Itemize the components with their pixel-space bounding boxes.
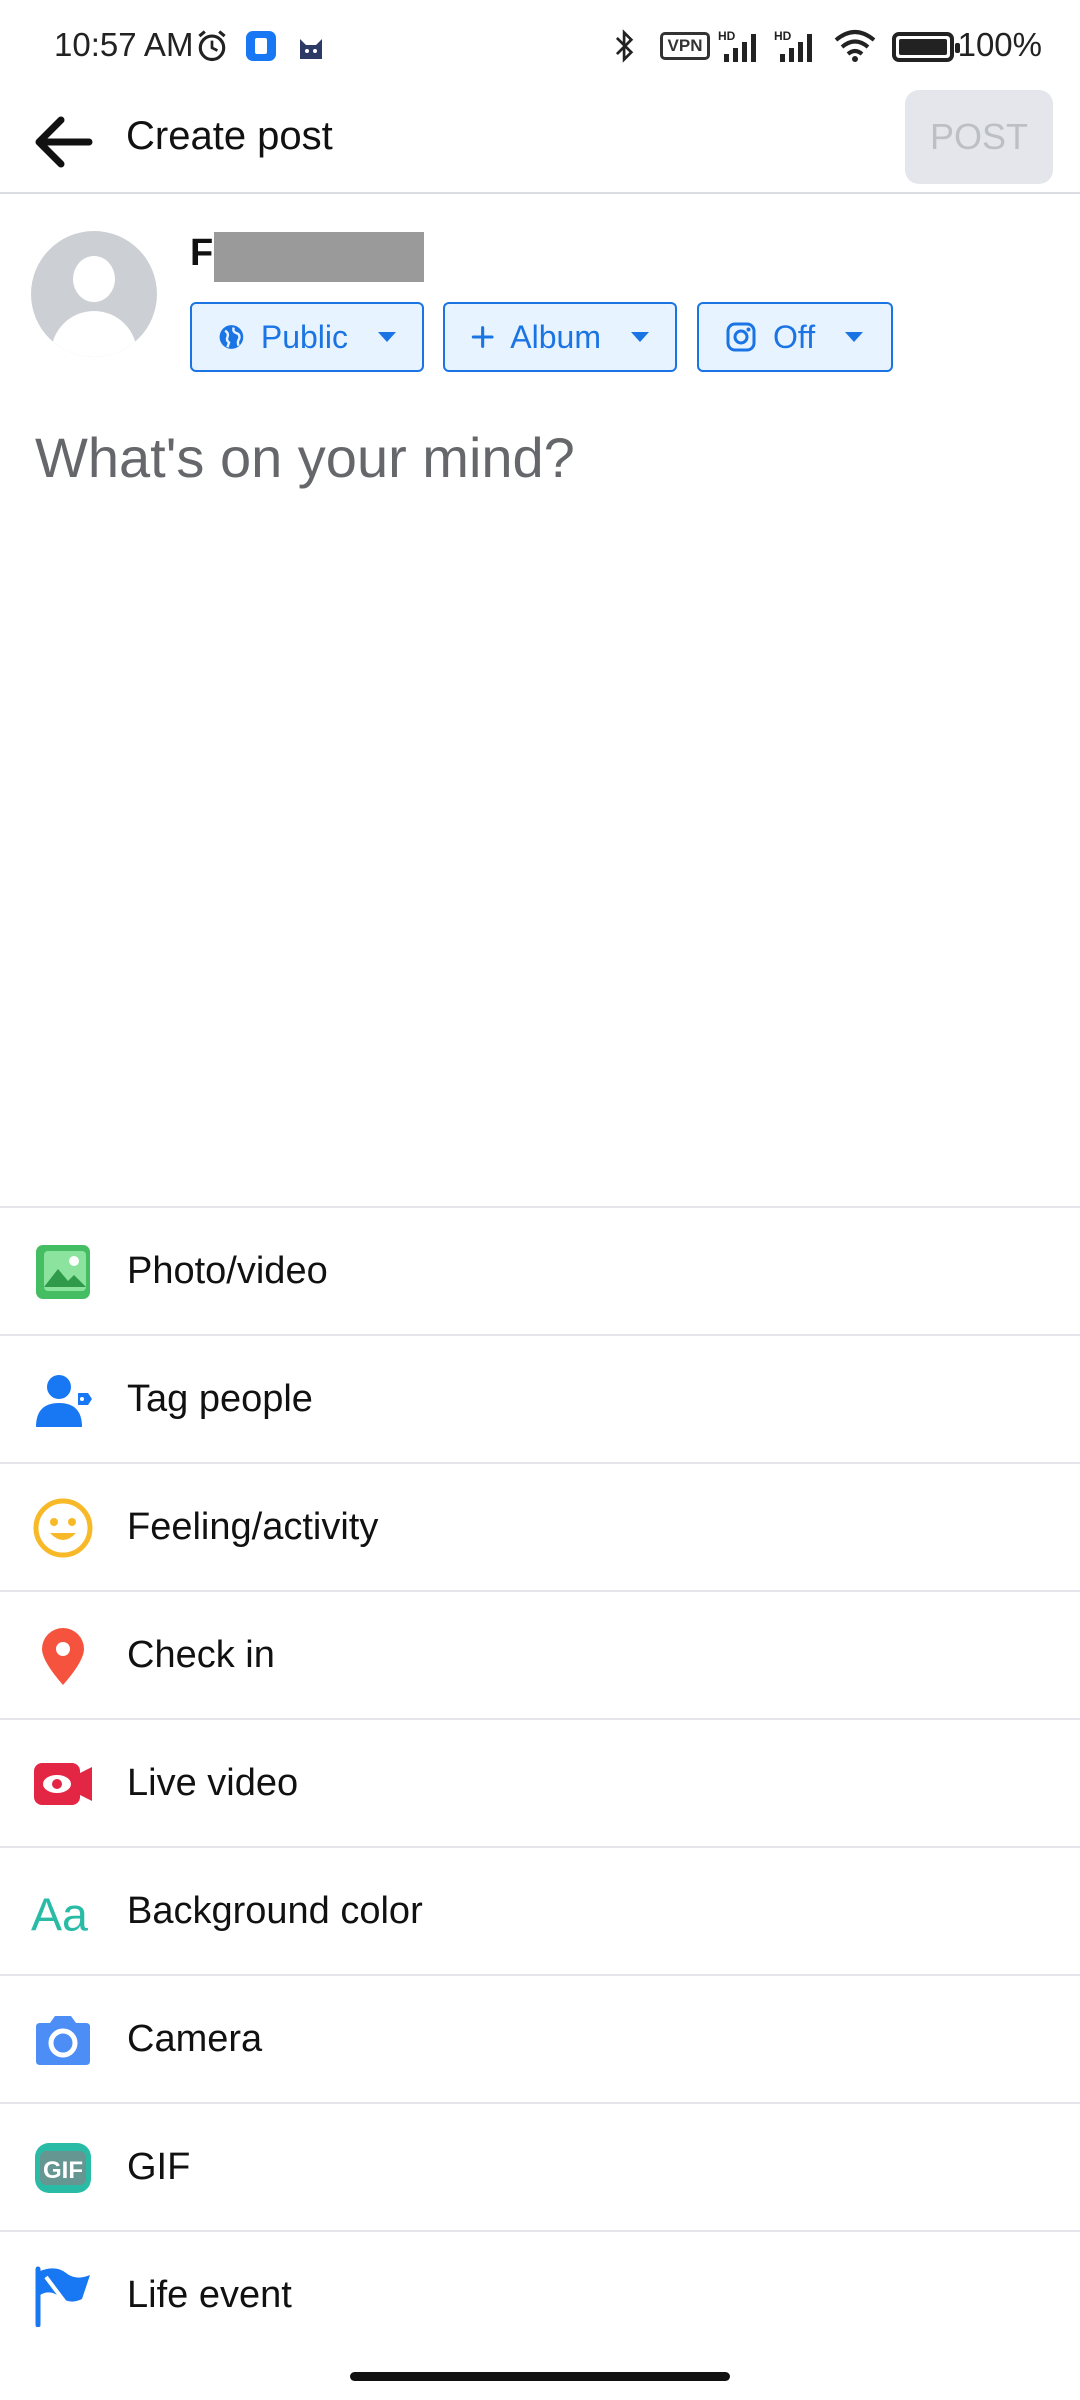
post-button[interactable]: POST bbox=[905, 90, 1053, 184]
instagram-share-selector[interactable]: Off bbox=[697, 302, 893, 372]
live-video-icon bbox=[31, 1752, 95, 1816]
privacy-selector[interactable]: Public bbox=[190, 302, 424, 372]
privacy-label: Public bbox=[260, 318, 348, 355]
caret-down-icon bbox=[631, 332, 649, 342]
avatar[interactable] bbox=[31, 231, 157, 357]
back-arrow-icon bbox=[35, 116, 93, 168]
action-label: Check in bbox=[127, 1634, 275, 1676]
background-color-icon: Aa bbox=[31, 1880, 95, 1944]
action-camera[interactable]: Camera bbox=[0, 1974, 1080, 2102]
album-label: Album bbox=[510, 318, 601, 355]
instagram-label: Off bbox=[773, 318, 816, 355]
app-header: Create post POST bbox=[0, 90, 1080, 194]
page-title: Create post bbox=[126, 114, 333, 158]
action-photo-video[interactable]: Photo/video bbox=[0, 1206, 1080, 1334]
alarm-icon bbox=[198, 30, 226, 62]
action-label: Life event bbox=[127, 2274, 292, 2316]
wifi-icon bbox=[834, 30, 876, 62]
vpn-badge: VPN bbox=[660, 32, 710, 60]
flag-icon bbox=[31, 2264, 95, 2328]
caret-down-icon bbox=[845, 332, 864, 342]
action-label: Camera bbox=[127, 2018, 263, 2060]
instagram-icon bbox=[726, 322, 756, 352]
action-label: Feeling/activity bbox=[127, 1506, 379, 1548]
action-live-video[interactable]: Live video bbox=[0, 1718, 1080, 1846]
post-text-input[interactable]: What's on your mind? bbox=[35, 426, 575, 489]
status-bar: 10:57 AM VPN HD HD 100% bbox=[0, 0, 1080, 90]
battery-percent: 100% bbox=[957, 26, 1042, 63]
plus-icon bbox=[471, 326, 494, 348]
feeling-icon bbox=[31, 1496, 95, 1560]
redacted-name bbox=[214, 232, 424, 282]
signal-icon: HD bbox=[718, 29, 756, 62]
action-feeling-activity[interactable]: Feeling/activity bbox=[0, 1462, 1080, 1590]
cat-app-icon bbox=[300, 39, 322, 59]
action-label: Live video bbox=[127, 1762, 299, 1804]
photo-icon bbox=[31, 1240, 95, 1304]
action-background-color[interactable]: Aa Background color bbox=[0, 1846, 1080, 1974]
action-label: Tag people bbox=[127, 1378, 313, 1420]
action-gif[interactable]: GIF GIF bbox=[0, 2102, 1080, 2230]
action-life-event[interactable]: Life event bbox=[0, 2230, 1080, 2358]
camera-icon bbox=[31, 2008, 95, 2072]
app-notification-icon bbox=[246, 31, 276, 61]
svg-text:GIF: GIF bbox=[43, 2157, 83, 2184]
action-check-in[interactable]: Check in bbox=[0, 1590, 1080, 1718]
bluetooth-icon bbox=[615, 29, 634, 63]
action-tag-people[interactable]: Tag people bbox=[0, 1334, 1080, 1462]
svg-text:HD: HD bbox=[718, 29, 736, 43]
album-selector[interactable]: Album bbox=[443, 302, 677, 372]
status-time: 10:57 AM bbox=[54, 26, 194, 63]
home-indicator[interactable] bbox=[350, 2372, 730, 2381]
battery-icon bbox=[892, 32, 960, 62]
signal-icon-2: HD bbox=[774, 29, 812, 62]
gif-icon: GIF bbox=[31, 2136, 95, 2200]
tag-people-icon bbox=[31, 1368, 95, 1432]
action-label: Photo/video bbox=[127, 1250, 328, 1292]
location-pin-icon bbox=[31, 1624, 95, 1688]
action-label: GIF bbox=[127, 2146, 191, 2188]
back-button[interactable] bbox=[0, 90, 126, 194]
svg-text:HD: HD bbox=[774, 29, 792, 43]
action-label: Background color bbox=[127, 1890, 423, 1932]
svg-text:Aa: Aa bbox=[31, 1888, 88, 1940]
caret-down-icon bbox=[378, 332, 396, 342]
post-actions-list: Photo/video Tag people Feeling/activity bbox=[0, 1206, 1080, 2358]
globe-icon bbox=[219, 325, 244, 349]
user-name: F bbox=[190, 232, 214, 274]
